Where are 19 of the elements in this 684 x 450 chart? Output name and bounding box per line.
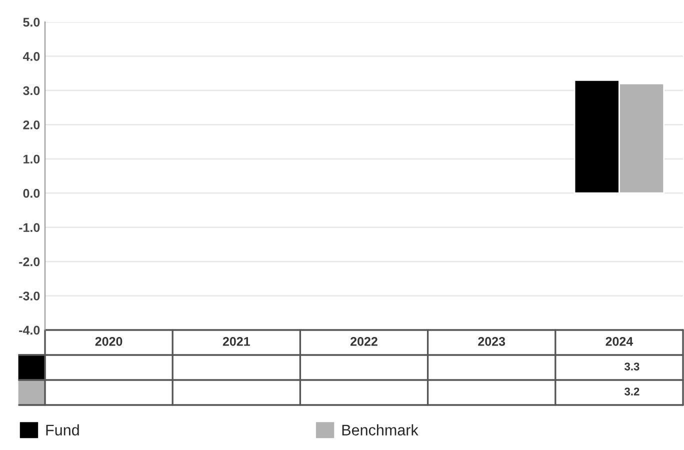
x-tick-label: 2022 bbox=[350, 337, 378, 346]
y-tick-label: 4.0 bbox=[22, 52, 40, 61]
y-tick-label: -1.0 bbox=[19, 223, 40, 232]
y-tick-label: 0.0 bbox=[23, 188, 40, 198]
y-tick-label: 1.0 bbox=[24, 154, 40, 164]
y-tick-label: -4.0 bbox=[19, 326, 40, 335]
x-tick-label: 2024 bbox=[606, 337, 634, 346]
y-tick-label: 3.0 bbox=[23, 86, 40, 96]
text: 3.3 bbox=[624, 362, 640, 370]
x-tick-label: 2020 bbox=[95, 337, 122, 346]
y-tick-label: 2.0 bbox=[23, 120, 40, 130]
y-tick-label: -2.0 bbox=[19, 257, 40, 266]
x-tick-label: 2021 bbox=[222, 337, 250, 346]
y-tick-label: -3.0 bbox=[19, 292, 40, 300]
x-tick-label: 2023 bbox=[478, 337, 506, 346]
legend-label: Fund bbox=[46, 424, 79, 436]
legend-label: Benchmark bbox=[342, 424, 418, 436]
text: 3.2 bbox=[624, 388, 640, 396]
y-tick-label: 5.0 bbox=[23, 18, 40, 27]
